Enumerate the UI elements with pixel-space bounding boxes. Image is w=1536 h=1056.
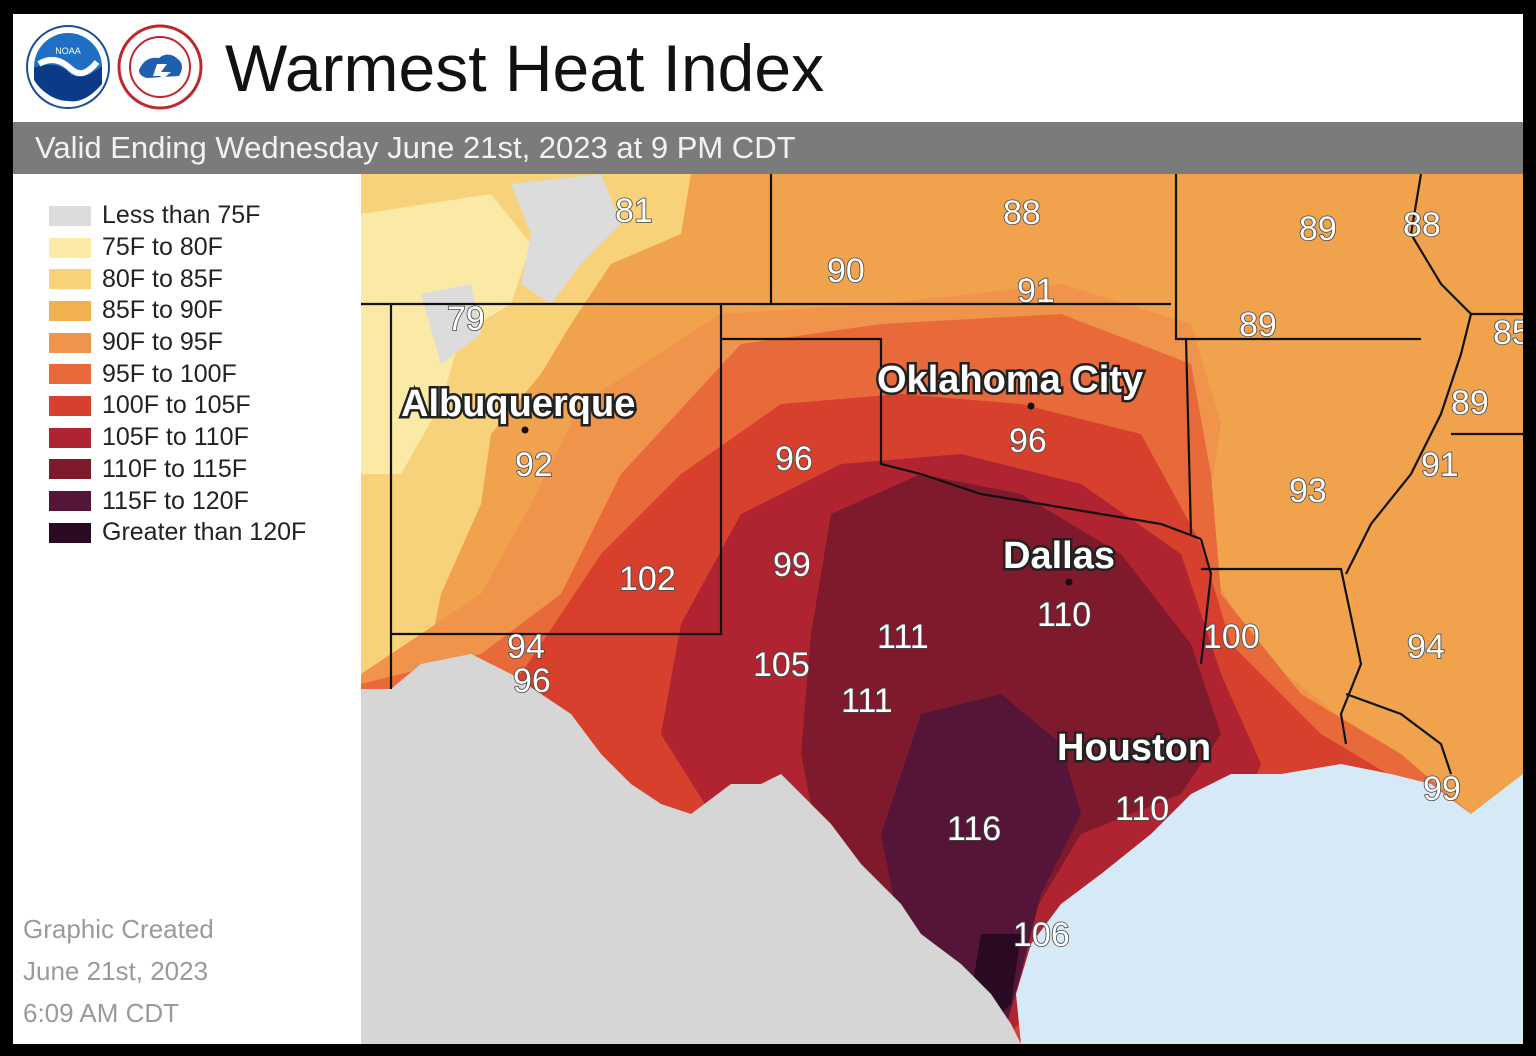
- legend-swatch: [49, 364, 91, 385]
- legend-swatch: [49, 491, 91, 512]
- valid-time-bar: Valid Ending Wednesday June 21st, 2023 a…: [13, 122, 1523, 174]
- value-label: 106: [1013, 916, 1070, 954]
- header: NOAA Warmest Heat Index: [13, 14, 1523, 122]
- value-label: 94: [1407, 628, 1445, 666]
- legend-label: 85F to 90F: [102, 296, 223, 325]
- value-label: 90: [827, 252, 865, 290]
- legend-item: Greater than 120F: [49, 517, 306, 549]
- legend-item: 100F to 105F: [49, 390, 306, 422]
- legend-swatch: [49, 237, 91, 258]
- value-label: 92: [515, 446, 553, 484]
- legend-label: Greater than 120F: [102, 518, 307, 547]
- legend-label: 115F to 120F: [102, 486, 249, 515]
- city-label-oklahoma-city: Oklahoma City: [877, 359, 1143, 401]
- value-label: 111: [877, 618, 929, 656]
- value-label: 81: [615, 192, 653, 230]
- value-label: 100: [1203, 618, 1260, 656]
- value-label: 89: [1451, 384, 1489, 422]
- legend-swatch: [49, 269, 91, 290]
- value-label: 85: [1493, 314, 1523, 352]
- legend-label: 90F to 95F: [102, 328, 223, 357]
- legend-item: 85F to 90F: [49, 295, 306, 327]
- oklahoma-city-dot: [1027, 402, 1035, 410]
- legend: Less than 75F 75F to 80F 80F to 85F 85F to …: [49, 200, 306, 549]
- created-line1: Graphic Created: [23, 914, 214, 944]
- nws-logo: [117, 24, 203, 110]
- created-stamp: Graphic Created June 21st, 2023 6:09 AM …: [23, 908, 214, 1034]
- graphic-frame: NOAA Warmest Heat Index Valid Ending Wed…: [13, 14, 1523, 1044]
- city-label-dallas: Dallas: [1003, 535, 1115, 577]
- value-label: 111: [841, 682, 893, 720]
- value-label: 102: [619, 560, 676, 598]
- legend-item: Less than 75F: [49, 200, 306, 232]
- value-label: 96: [775, 440, 813, 478]
- gulf-of-mexico: [1016, 764, 1523, 1044]
- band-less-75: [511, 174, 621, 304]
- legend-swatch: [49, 300, 91, 321]
- legend-label: Less than 75F: [102, 201, 261, 230]
- legend-label: 75F to 80F: [102, 233, 223, 262]
- legend-item: 110F to 115F: [49, 454, 306, 486]
- created-line3: 6:09 AM CDT: [23, 998, 180, 1028]
- value-label: 99: [1423, 770, 1461, 808]
- dallas-dot: [1065, 578, 1073, 586]
- value-label: 91: [1421, 446, 1459, 484]
- valid-time-text: Valid Ending Wednesday June 21st, 2023 a…: [35, 130, 796, 165]
- value-label: 89: [1299, 210, 1337, 248]
- mexico-no-data: [361, 654, 1021, 1044]
- value-label: 79: [447, 300, 485, 338]
- value-label: 96: [513, 662, 551, 700]
- value-label: 110: [1115, 790, 1169, 828]
- legend-swatch: [49, 395, 91, 416]
- page-title: Warmest Heat Index: [225, 31, 825, 105]
- legend-swatch: [49, 427, 91, 448]
- value-label: 96: [1009, 422, 1047, 460]
- legend-item: 115F to 120F: [49, 485, 306, 517]
- legend-label: 110F to 115F: [102, 454, 247, 483]
- legend-item: 95F to 100F: [49, 358, 306, 390]
- value-label: 88: [1403, 206, 1441, 244]
- legend-swatch: [49, 459, 91, 480]
- value-label: 110: [1037, 596, 1091, 634]
- heat-index-map: Albuquerque Oklahoma City Dallas Houston…: [361, 174, 1523, 1044]
- legend-swatch: [49, 332, 91, 353]
- legend-item: 80F to 85F: [49, 263, 306, 295]
- value-label: 91: [1017, 272, 1055, 310]
- legend-swatch: [49, 522, 91, 543]
- value-label: 93: [1289, 472, 1327, 510]
- legend-label: 100F to 105F: [102, 391, 251, 420]
- legend-swatch: [49, 205, 91, 226]
- city-label-houston: Houston: [1057, 727, 1211, 769]
- city-label-albuquerque: Albuquerque: [401, 383, 635, 425]
- noaa-logo: NOAA: [26, 25, 110, 109]
- state-boundaries: [361, 174, 1523, 775]
- houston-dot: [1143, 756, 1151, 764]
- legend-item: 75F to 80F: [49, 232, 306, 264]
- value-label: 116: [947, 810, 1001, 848]
- legend-label: 105F to 110F: [102, 423, 249, 452]
- value-label: 89: [1239, 306, 1277, 344]
- value-label: 99: [773, 546, 811, 584]
- legend-label: 80F to 85F: [102, 264, 223, 293]
- value-labels: 81 88 90 91 89 88 79 89 85 96 96 92 89 9…: [446, 191, 1523, 955]
- created-line2: June 21st, 2023: [23, 956, 209, 986]
- legend-item: 105F to 110F: [49, 422, 306, 454]
- value-label: 105: [753, 646, 810, 684]
- legend-item: 90F to 95F: [49, 327, 306, 359]
- value-label: 94: [507, 628, 545, 666]
- value-label: 88: [1003, 194, 1041, 232]
- legend-label: 95F to 100F: [102, 359, 237, 388]
- albuquerque-dot: [521, 426, 529, 434]
- svg-text:NOAA: NOAA: [55, 46, 81, 56]
